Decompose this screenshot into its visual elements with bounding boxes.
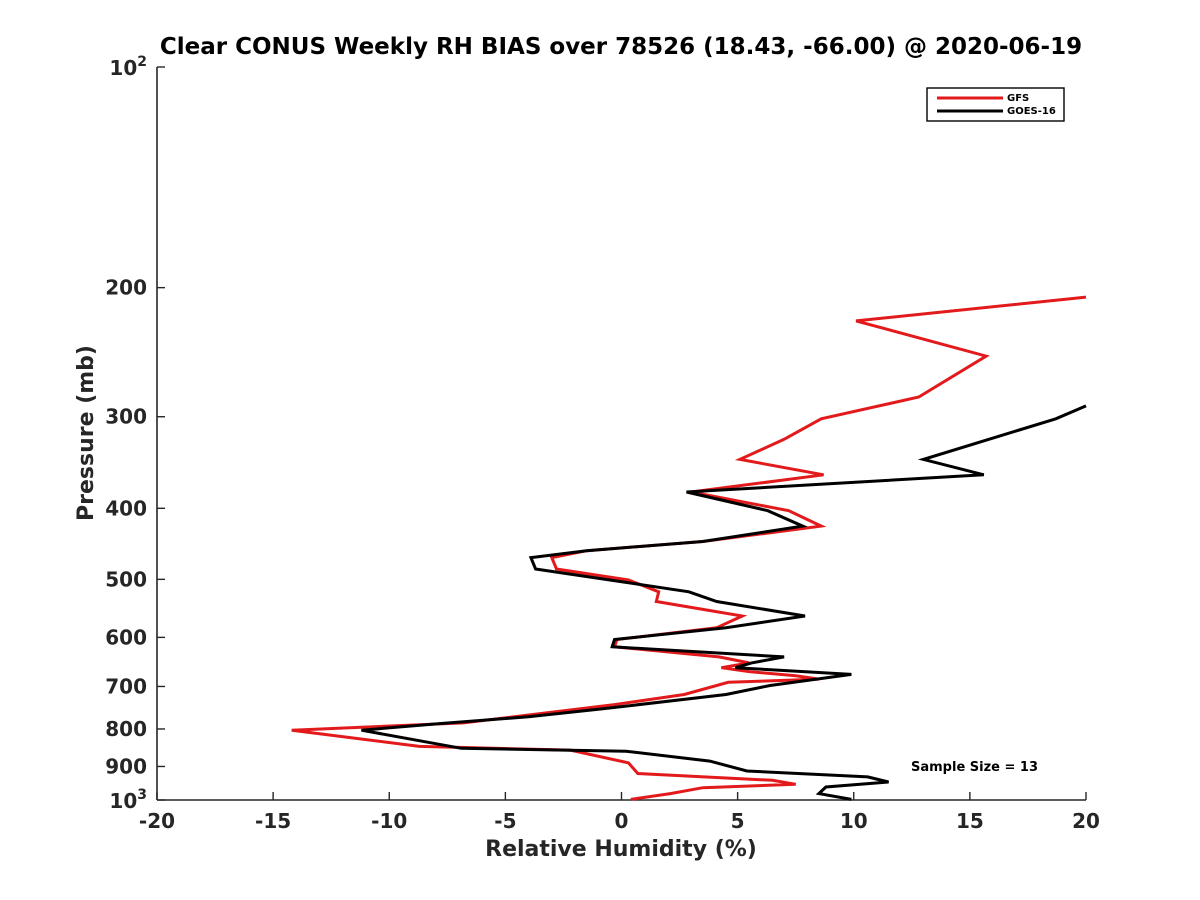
x-tick-label: -20 bbox=[139, 809, 175, 833]
x-tick-label: 15 bbox=[956, 809, 984, 833]
y-tick-label: 800 bbox=[105, 717, 147, 741]
legend-label-goes16: GOES-16 bbox=[1007, 106, 1056, 117]
sample-size-annotation: Sample Size = 13 bbox=[911, 760, 1038, 775]
legend: GFS GOES-16 bbox=[926, 87, 1065, 122]
x-tick-label: -10 bbox=[371, 809, 407, 833]
y-tick-label: 103 bbox=[109, 787, 147, 813]
x-axis-label: Relative Humidity (%) bbox=[485, 837, 757, 862]
y-tick-label: 600 bbox=[105, 625, 147, 649]
series-layer bbox=[291, 295, 1087, 801]
x-tick-label: -5 bbox=[494, 809, 516, 833]
x-tick-label: 10 bbox=[840, 809, 868, 833]
x-tick-label: 0 bbox=[615, 809, 629, 833]
series-line-gfs bbox=[291, 295, 1087, 801]
y-axis-ticks: 200 300 400 500 600 700 800 900 102 103 bbox=[105, 54, 165, 813]
x-axis-ticks: -20 -15 -10 -5 0 5 10 15 20 bbox=[139, 792, 1100, 833]
chart-title: Clear CONUS Weekly RH BIAS over 78526 (1… bbox=[160, 34, 1082, 60]
x-tick-label: -15 bbox=[255, 809, 291, 833]
y-tick-label: 300 bbox=[105, 405, 147, 429]
legend-box bbox=[926, 87, 1065, 122]
plot-area bbox=[156, 67, 1086, 801]
x-tick-label: 5 bbox=[731, 809, 745, 833]
y-tick-label: 900 bbox=[105, 754, 147, 778]
legend-label-gfs: GFS bbox=[1007, 93, 1029, 104]
y-axis-label: Pressure (mb) bbox=[74, 345, 99, 521]
y-tick-label: 700 bbox=[105, 674, 147, 698]
y-tick-label: 500 bbox=[105, 567, 147, 591]
y-tick-label: 400 bbox=[105, 496, 147, 520]
x-tick-label: 20 bbox=[1072, 809, 1100, 833]
y-tick-label: 200 bbox=[105, 276, 147, 300]
series-line-goes-16 bbox=[361, 404, 1087, 801]
y-tick-label: 102 bbox=[109, 54, 147, 80]
